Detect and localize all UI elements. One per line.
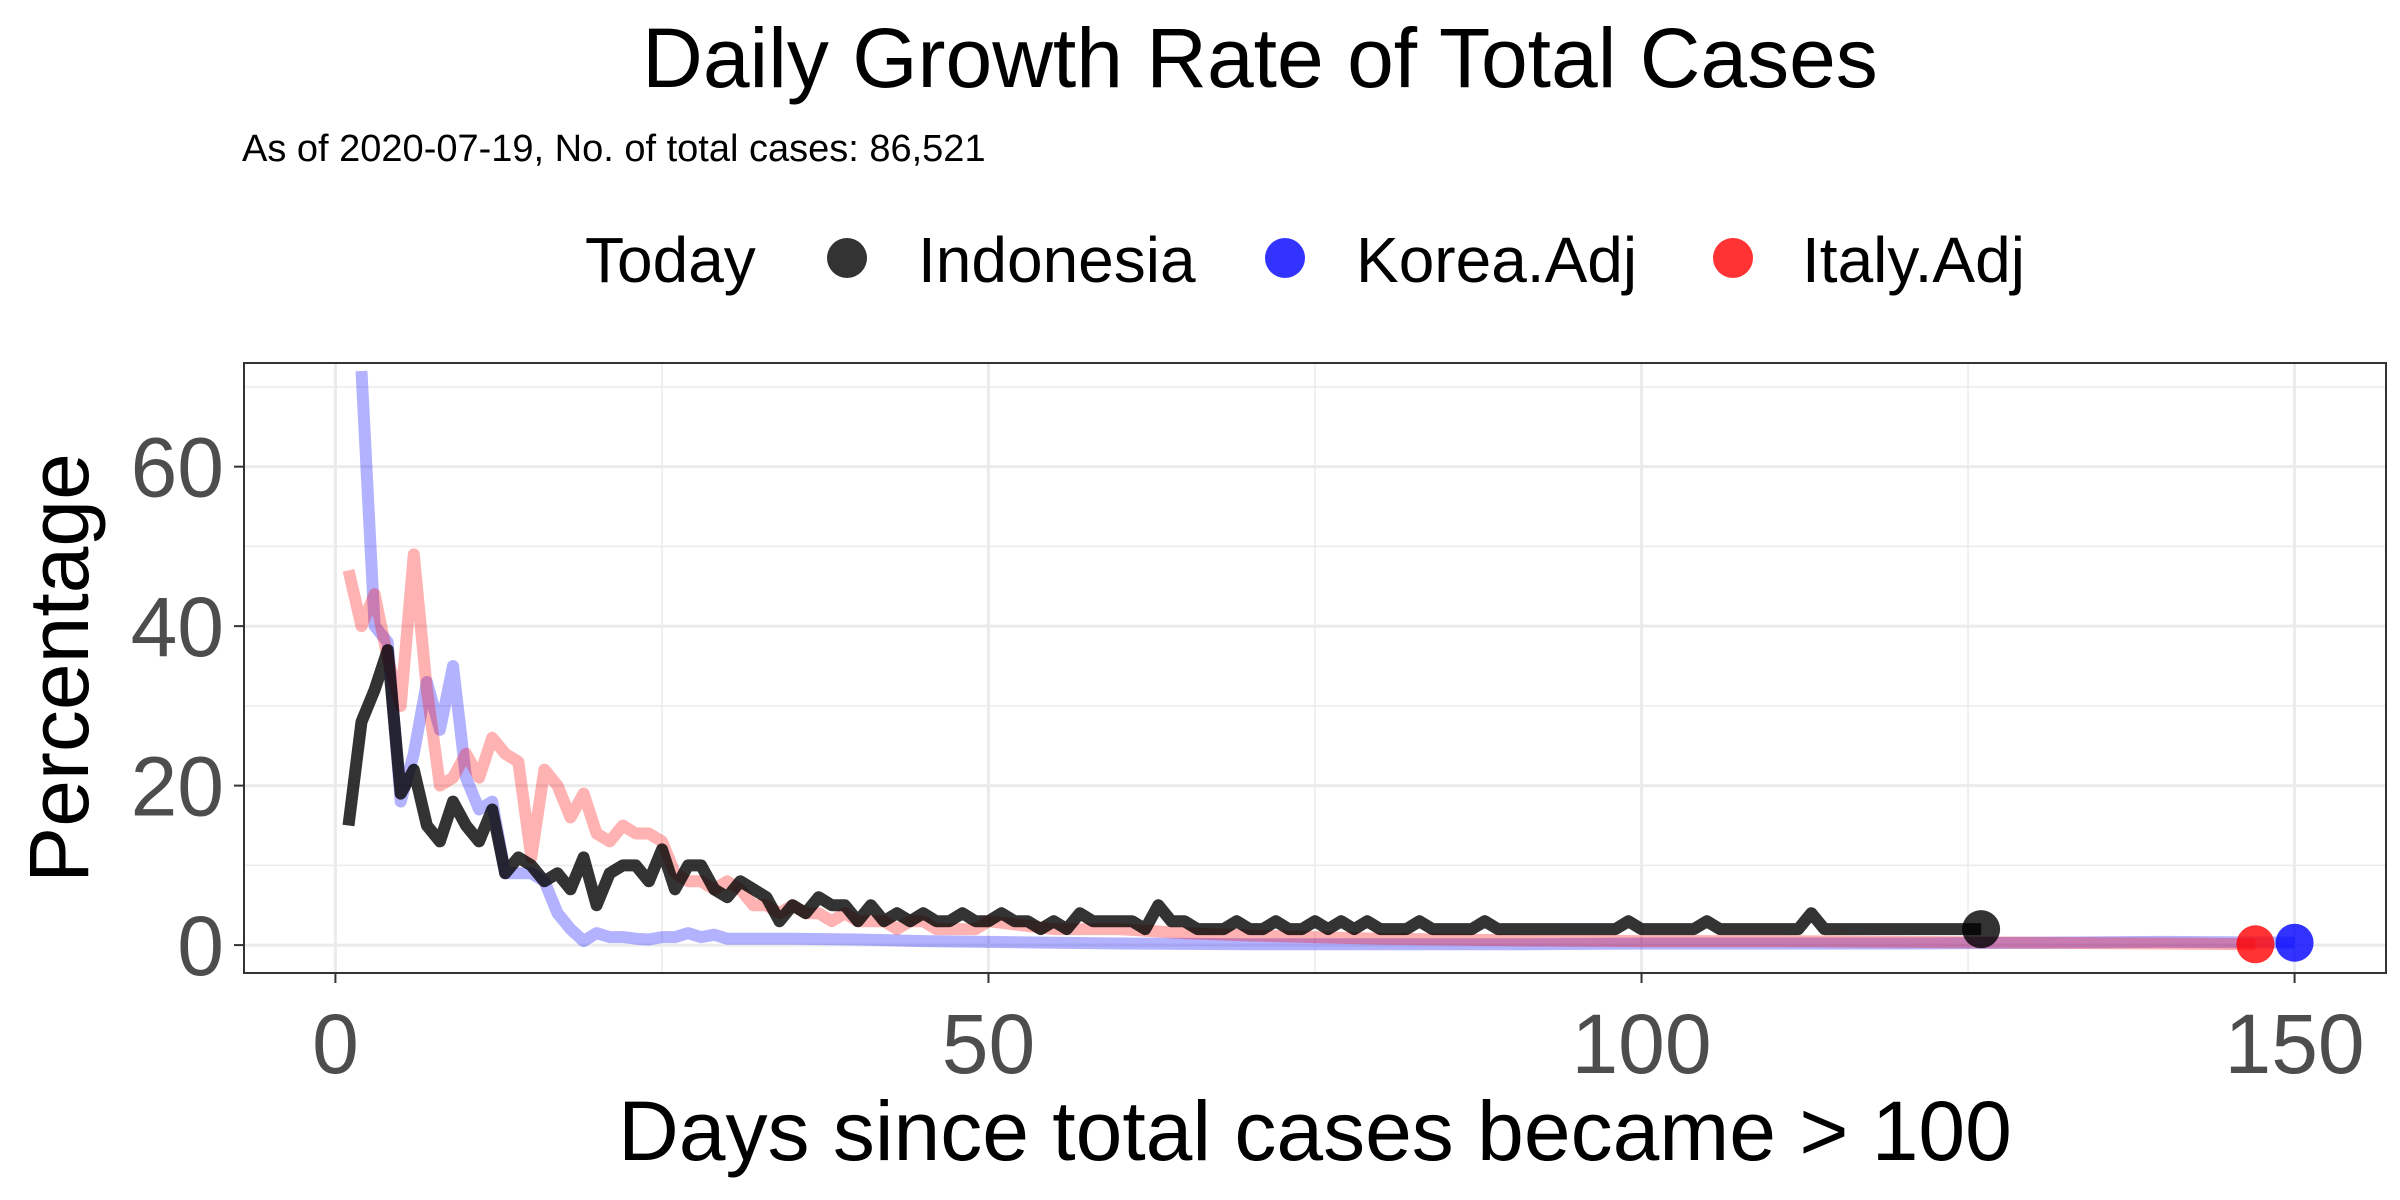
legend-marker-indonesia xyxy=(827,238,867,278)
today-points xyxy=(1962,910,2314,964)
x-axis: 0 50 100 150 xyxy=(312,973,2365,1091)
x-axis-title: Days since total cases became > 100 xyxy=(618,1084,2012,1178)
plot-border xyxy=(243,362,2387,974)
series-line-italy-adj xyxy=(342,548,2256,951)
legend-marker-italy xyxy=(1713,238,1753,278)
today-point-italy-adj xyxy=(2236,925,2275,964)
y-tick-label: 0 xyxy=(177,899,224,993)
x-tick-label: 0 xyxy=(312,997,359,1091)
legend-marker-korea xyxy=(1265,238,1305,278)
series-line-indonesia xyxy=(342,644,1982,936)
today-point-korea-adj xyxy=(2275,923,2314,962)
y-axis: 0 20 40 60 xyxy=(131,421,244,993)
legend: Today Indonesia Korea.Adj Italy.Adj xyxy=(585,224,2025,296)
x-tick-label: 150 xyxy=(2224,997,2364,1091)
chart-subtitle: As of 2020-07-19, No. of total cases: 86… xyxy=(242,128,986,170)
grid xyxy=(244,363,2386,973)
y-tick-label: 20 xyxy=(131,740,224,834)
x-tick-label: 50 xyxy=(942,997,1035,1091)
series-line-korea-adj xyxy=(355,370,2295,951)
legend-label-italy: Italy.Adj xyxy=(1802,224,2025,296)
y-tick-label: 40 xyxy=(131,580,224,674)
y-tick-label: 60 xyxy=(131,421,224,515)
x-tick-label: 100 xyxy=(1571,997,1711,1091)
legend-label-korea: Korea.Adj xyxy=(1356,224,1637,296)
today-point-indonesia xyxy=(1962,910,2001,949)
y-axis-title: Percentage xyxy=(12,453,106,883)
legend-label-indonesia: Indonesia xyxy=(918,224,1196,296)
series-layer xyxy=(342,370,2295,951)
chart-title: Daily Growth Rate of Total Cases xyxy=(642,11,1878,105)
legend-title: Today xyxy=(585,224,756,296)
